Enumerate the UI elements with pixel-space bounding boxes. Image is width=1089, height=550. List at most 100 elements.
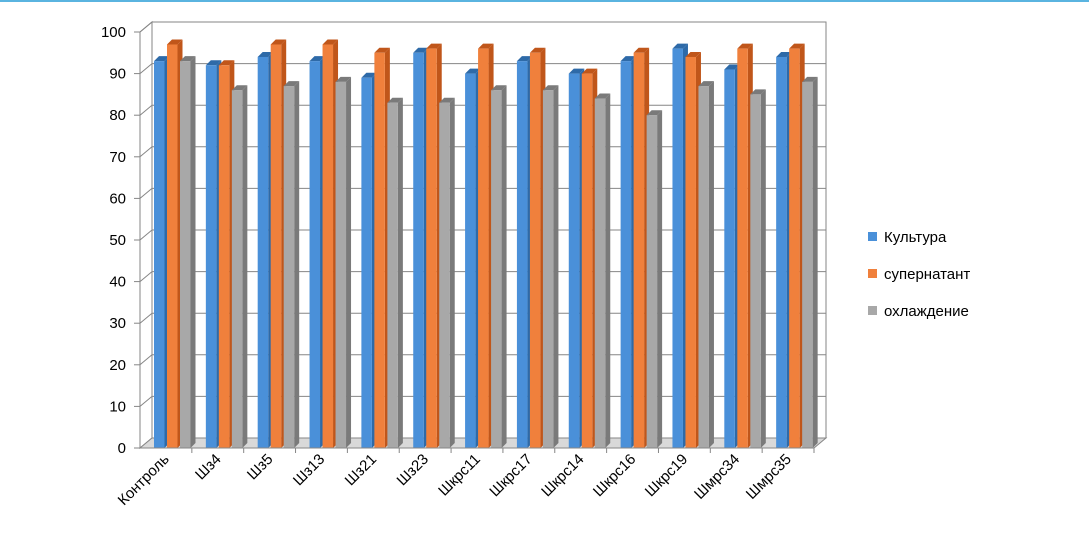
bar <box>750 89 766 449</box>
x-tick-label: Шкрс11 <box>435 451 484 500</box>
legend-label: Культура <box>884 229 947 246</box>
bar-top <box>620 56 637 62</box>
bar-top <box>309 56 326 62</box>
y-tick-label: 50 <box>109 232 126 249</box>
bar-front <box>322 44 334 448</box>
bar <box>180 56 196 449</box>
bar-front <box>180 61 191 449</box>
bar-front <box>685 56 696 449</box>
bar <box>646 110 663 448</box>
bar-front <box>478 48 489 448</box>
bar-top <box>516 56 533 62</box>
bar <box>439 97 455 448</box>
bar <box>231 85 248 449</box>
top-rule <box>0 0 1089 2</box>
x-tick-label: Шкрс16 <box>590 451 639 500</box>
y-tick-label: 90 <box>109 66 126 83</box>
bar-top <box>413 47 429 53</box>
bar-top <box>789 43 805 49</box>
y-tick-label: 80 <box>109 107 126 124</box>
bar-top <box>322 39 339 45</box>
bar-top <box>154 56 170 62</box>
bar-front <box>542 90 554 449</box>
gridline <box>139 21 826 33</box>
bar <box>802 76 818 449</box>
x-tick-label: Шмрс35 <box>743 451 795 503</box>
bar <box>387 97 403 448</box>
bar-top <box>205 60 222 66</box>
legend-swatch <box>868 269 877 278</box>
bar-top <box>529 47 546 53</box>
y-tick-label: 60 <box>109 190 126 207</box>
bar <box>542 85 559 449</box>
y-tick-label: 70 <box>109 149 126 166</box>
bar-front <box>374 52 385 449</box>
bar-top <box>374 47 390 53</box>
bar-front <box>620 61 632 449</box>
bar-front <box>568 73 580 448</box>
bar-front <box>529 52 541 449</box>
bar-front <box>802 81 813 449</box>
bar-front <box>205 65 217 448</box>
bar-front <box>257 56 269 449</box>
bar-top <box>439 97 455 103</box>
bar <box>335 76 352 449</box>
bar-side <box>708 81 714 448</box>
bar-front <box>633 52 645 449</box>
bar-top <box>335 76 352 82</box>
x-tick-label: Контроль <box>115 451 173 509</box>
bar-front <box>439 102 450 448</box>
bar-front <box>737 48 748 448</box>
bar-top <box>465 68 481 74</box>
bar-side <box>605 93 611 448</box>
bar-front <box>361 77 372 448</box>
bar-top <box>568 68 585 74</box>
x-tick-label: Шз5 <box>244 451 277 484</box>
bar-side <box>657 110 663 448</box>
bar-front <box>283 86 295 448</box>
y-tick-label: 10 <box>109 398 126 415</box>
bar-front <box>413 52 424 449</box>
x-tick-label: Шмрс34 <box>691 451 743 503</box>
bar-top <box>283 81 300 87</box>
bar-top <box>167 39 183 45</box>
bar-front <box>335 81 347 449</box>
bar-top <box>581 68 598 74</box>
bar <box>283 81 300 448</box>
bar-side <box>760 89 766 449</box>
x-tick-label: Шз23 <box>394 451 432 489</box>
x-axis-ticks: Контроль Шз4 Шз5 Шз13 Шз21 Шз23 Шкрс11 Шкрс17 Шк… <box>115 447 815 509</box>
bar-top <box>218 60 235 66</box>
bar-top <box>594 93 611 99</box>
gridline <box>139 63 826 74</box>
bar-front <box>516 61 528 449</box>
bar <box>491 85 507 449</box>
bar-top <box>802 76 818 82</box>
bar-top <box>231 85 248 91</box>
bar-side <box>812 76 818 449</box>
bar-side <box>190 56 196 449</box>
bar-top <box>478 43 494 49</box>
bar <box>594 93 611 448</box>
bar-top <box>361 72 377 78</box>
bar-front <box>309 61 321 449</box>
bar-front <box>672 48 683 448</box>
legend-label: супернатант <box>884 266 970 283</box>
bar-side <box>397 97 403 448</box>
bar-top <box>491 85 507 91</box>
bar-side <box>449 97 455 448</box>
bar-front <box>594 98 606 448</box>
x-tick-label: Шз13 <box>290 451 328 489</box>
y-tick-label: 20 <box>109 357 126 374</box>
bar-top <box>646 110 663 116</box>
bar-top <box>257 51 274 57</box>
bar-front <box>231 90 243 449</box>
bar-top <box>672 43 688 49</box>
bar-top <box>750 89 766 95</box>
bar-front <box>698 86 709 448</box>
bar-side <box>242 85 248 449</box>
bar-front <box>724 69 735 448</box>
bar-top <box>180 56 196 62</box>
y-tick-label: 100 <box>101 24 126 41</box>
